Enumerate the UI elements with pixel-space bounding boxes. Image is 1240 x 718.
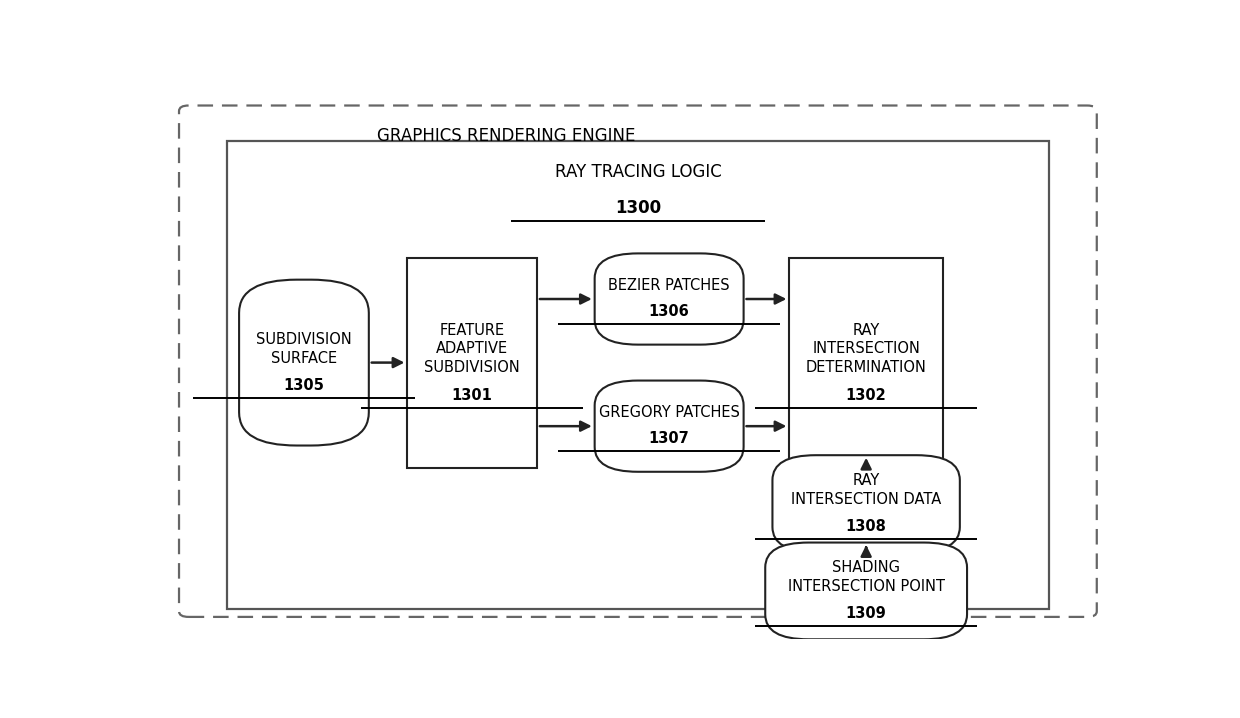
Text: GREGORY PATCHES: GREGORY PATCHES <box>599 405 739 420</box>
FancyBboxPatch shape <box>595 253 744 345</box>
FancyBboxPatch shape <box>595 381 744 472</box>
Text: RAY
INTERSECTION
DETERMINATION: RAY INTERSECTION DETERMINATION <box>806 322 926 375</box>
Text: SHADING
INTERSECTION POINT: SHADING INTERSECTION POINT <box>787 560 945 594</box>
FancyBboxPatch shape <box>239 280 368 445</box>
Text: 1309: 1309 <box>846 606 887 621</box>
Text: 1300: 1300 <box>615 199 661 217</box>
Text: 1307: 1307 <box>649 432 689 447</box>
FancyBboxPatch shape <box>765 543 967 639</box>
Text: SUBDIVISION
SURFACE: SUBDIVISION SURFACE <box>257 332 352 365</box>
FancyBboxPatch shape <box>789 258 944 467</box>
Text: GRAPHICS RENDERING ENGINE: GRAPHICS RENDERING ENGINE <box>377 127 635 145</box>
Text: FEATURE
ADAPTIVE
SUBDIVISION: FEATURE ADAPTIVE SUBDIVISION <box>424 322 520 375</box>
Text: 1308: 1308 <box>846 518 887 533</box>
Text: BEZIER PATCHES: BEZIER PATCHES <box>609 278 730 293</box>
Text: 1306: 1306 <box>649 304 689 320</box>
FancyBboxPatch shape <box>773 455 960 552</box>
Text: RAY
INTERSECTION DATA: RAY INTERSECTION DATA <box>791 473 941 506</box>
Text: RAY TRACING LOGIC: RAY TRACING LOGIC <box>554 163 722 181</box>
Text: 1301: 1301 <box>451 388 492 403</box>
Text: 1305: 1305 <box>284 378 325 393</box>
FancyBboxPatch shape <box>407 258 537 467</box>
Text: 1302: 1302 <box>846 388 887 403</box>
